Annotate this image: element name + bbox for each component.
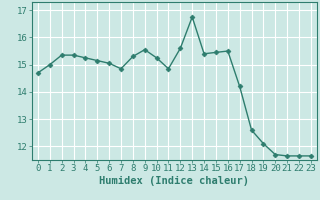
X-axis label: Humidex (Indice chaleur): Humidex (Indice chaleur)	[100, 176, 249, 186]
